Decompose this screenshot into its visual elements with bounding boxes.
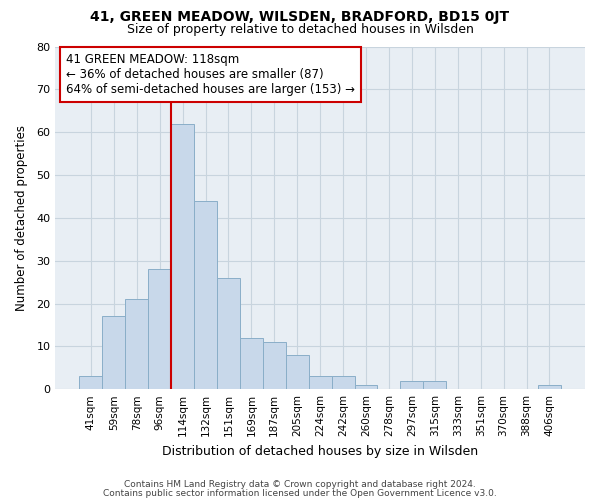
Bar bbox=[400, 380, 424, 389]
Bar bbox=[171, 124, 194, 389]
Bar bbox=[103, 316, 125, 389]
Bar bbox=[125, 299, 148, 389]
Y-axis label: Number of detached properties: Number of detached properties bbox=[15, 125, 28, 311]
Bar bbox=[263, 342, 286, 389]
Text: Size of property relative to detached houses in Wilsden: Size of property relative to detached ho… bbox=[127, 22, 473, 36]
Text: Contains HM Land Registry data © Crown copyright and database right 2024.: Contains HM Land Registry data © Crown c… bbox=[124, 480, 476, 489]
Bar bbox=[194, 200, 217, 389]
X-axis label: Distribution of detached houses by size in Wilsden: Distribution of detached houses by size … bbox=[162, 444, 478, 458]
Bar bbox=[79, 376, 103, 389]
Bar bbox=[355, 385, 377, 389]
Bar bbox=[217, 278, 240, 389]
Bar bbox=[424, 380, 446, 389]
Text: Contains public sector information licensed under the Open Government Licence v3: Contains public sector information licen… bbox=[103, 488, 497, 498]
Bar bbox=[308, 376, 332, 389]
Text: 41, GREEN MEADOW, WILSDEN, BRADFORD, BD15 0JT: 41, GREEN MEADOW, WILSDEN, BRADFORD, BD1… bbox=[91, 10, 509, 24]
Text: 41 GREEN MEADOW: 118sqm
← 36% of detached houses are smaller (87)
64% of semi-de: 41 GREEN MEADOW: 118sqm ← 36% of detache… bbox=[66, 54, 355, 96]
Bar bbox=[240, 338, 263, 389]
Bar bbox=[332, 376, 355, 389]
Bar bbox=[286, 355, 308, 389]
Bar bbox=[538, 385, 561, 389]
Bar bbox=[148, 269, 171, 389]
